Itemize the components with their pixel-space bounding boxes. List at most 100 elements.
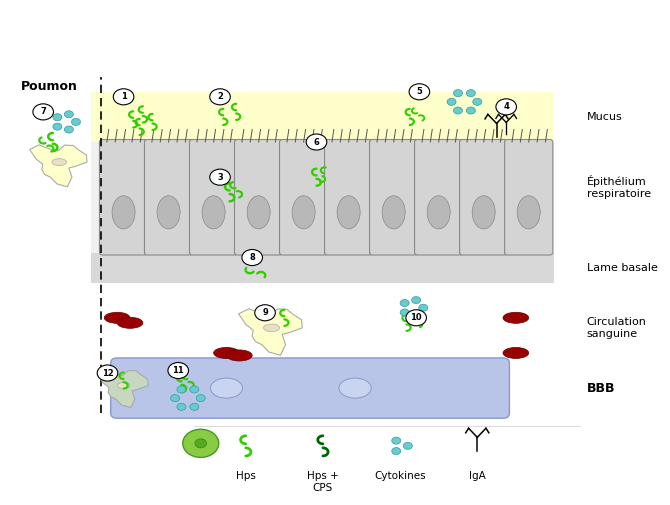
Circle shape [255,305,275,321]
FancyBboxPatch shape [145,139,193,255]
Ellipse shape [503,347,529,359]
FancyBboxPatch shape [99,139,147,255]
Circle shape [392,437,401,444]
Circle shape [210,89,230,105]
Text: 4: 4 [503,103,509,112]
Circle shape [53,114,62,121]
Text: 5: 5 [417,87,422,96]
Circle shape [392,447,401,454]
Circle shape [33,104,54,120]
Circle shape [466,89,475,96]
Ellipse shape [337,196,360,229]
Ellipse shape [195,439,206,448]
Ellipse shape [105,312,130,323]
Ellipse shape [292,196,315,229]
Text: Mucus: Mucus [587,112,622,122]
Text: Hps: Hps [236,471,256,481]
Circle shape [190,403,199,411]
Text: 1: 1 [121,92,127,102]
Text: 11: 11 [172,366,184,375]
Polygon shape [239,309,302,356]
Circle shape [419,304,427,311]
Text: 6: 6 [314,137,320,146]
Circle shape [466,107,475,114]
Circle shape [406,310,427,326]
Text: 7: 7 [40,108,46,116]
Circle shape [411,312,421,319]
Text: Épithélium
respiratoire: Épithélium respiratoire [587,175,651,199]
Text: Lame basale: Lame basale [587,263,657,273]
FancyBboxPatch shape [279,139,328,255]
Circle shape [473,98,482,106]
Text: Hps +
CPS: Hps + CPS [307,471,339,492]
Ellipse shape [112,196,135,229]
Circle shape [306,134,327,150]
Text: 3: 3 [217,173,223,182]
FancyBboxPatch shape [111,358,509,418]
Ellipse shape [202,196,225,229]
Circle shape [210,169,230,185]
Bar [1,283,567,363]
Circle shape [177,386,186,393]
Text: 12: 12 [102,369,113,378]
Circle shape [400,299,409,307]
Ellipse shape [247,196,270,229]
Text: IgA: IgA [469,471,486,481]
Text: 2: 2 [217,92,223,102]
Circle shape [496,99,517,115]
FancyBboxPatch shape [324,139,373,255]
Circle shape [113,89,134,105]
Circle shape [64,126,74,133]
Circle shape [168,363,188,379]
Ellipse shape [117,383,130,389]
Circle shape [72,118,80,125]
Circle shape [177,403,186,411]
Ellipse shape [382,196,405,229]
Circle shape [53,123,62,130]
Circle shape [171,394,180,401]
Ellipse shape [226,350,252,361]
Circle shape [454,89,462,96]
Circle shape [400,309,409,316]
Circle shape [196,394,205,401]
FancyBboxPatch shape [190,139,238,255]
Ellipse shape [427,196,450,229]
Circle shape [411,296,421,304]
Text: Poumon: Poumon [21,80,78,93]
Text: Circulation
sanguine: Circulation sanguine [587,317,647,339]
Ellipse shape [339,378,371,398]
Circle shape [97,365,118,381]
Circle shape [403,442,412,449]
Bar [91,252,555,283]
Ellipse shape [117,317,143,328]
FancyBboxPatch shape [234,139,283,255]
Text: 8: 8 [249,253,255,262]
Ellipse shape [52,159,66,166]
Polygon shape [97,370,148,408]
Ellipse shape [157,196,180,229]
Ellipse shape [210,378,243,398]
Circle shape [409,84,429,100]
Text: 9: 9 [262,308,268,317]
Circle shape [454,107,462,114]
Ellipse shape [517,196,540,229]
Ellipse shape [503,312,529,323]
FancyBboxPatch shape [370,139,418,255]
Text: Cytokines: Cytokines [375,471,426,481]
FancyBboxPatch shape [415,139,463,255]
FancyBboxPatch shape [91,92,555,142]
Circle shape [190,386,199,393]
Ellipse shape [472,196,495,229]
Text: 10: 10 [410,313,422,322]
Polygon shape [29,145,87,187]
Ellipse shape [214,347,239,359]
Circle shape [242,249,263,266]
Circle shape [447,98,456,106]
FancyBboxPatch shape [505,139,553,255]
FancyBboxPatch shape [460,139,508,255]
Circle shape [183,429,218,458]
Ellipse shape [263,324,279,332]
Text: BBB: BBB [587,382,615,394]
Bar [91,142,555,263]
Circle shape [64,111,74,118]
